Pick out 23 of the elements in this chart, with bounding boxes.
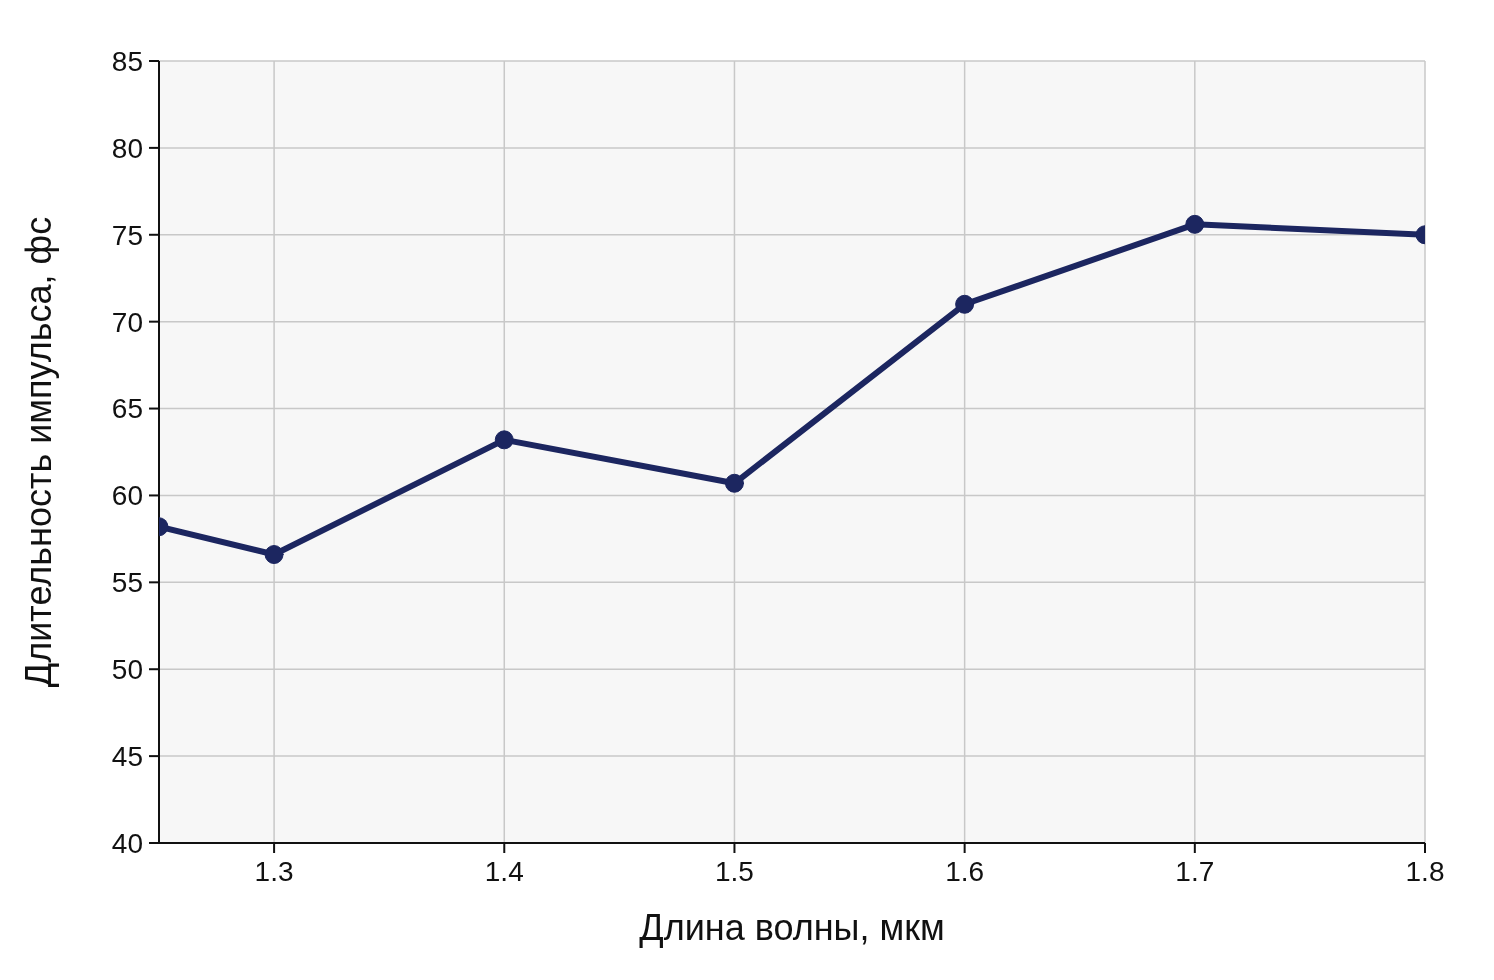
- point: [955, 294, 975, 314]
- x-tick-label: 1.6: [945, 855, 985, 887]
- point: [724, 473, 744, 493]
- y-tick-label: 45: [111, 741, 143, 773]
- point: [264, 545, 284, 565]
- y-tick-label: 60: [111, 480, 143, 512]
- y-tick-label: 40: [111, 827, 143, 859]
- x-tick-label: 1.8: [1405, 855, 1445, 887]
- x-tick-label: 1.3: [254, 855, 294, 887]
- y-tick-label: 50: [111, 654, 143, 686]
- x-tick-label: 1.7: [1175, 855, 1215, 887]
- y-tick-label: 80: [111, 132, 143, 164]
- y-tick-label: 70: [111, 306, 143, 338]
- y-tick-label: 85: [111, 45, 143, 77]
- y-axis-title: Длительность импульса, фс: [17, 216, 59, 688]
- x-tick-label: 1.5: [714, 855, 754, 887]
- point: [494, 430, 514, 450]
- point: [1185, 214, 1205, 234]
- x-tick-label: 1.4: [484, 855, 524, 887]
- x-axis-title: Длина волны, мкм: [639, 907, 945, 948]
- y-tick-label: 65: [111, 393, 143, 425]
- y-tick-label: 55: [111, 567, 143, 599]
- y-tick-label: 75: [111, 219, 143, 251]
